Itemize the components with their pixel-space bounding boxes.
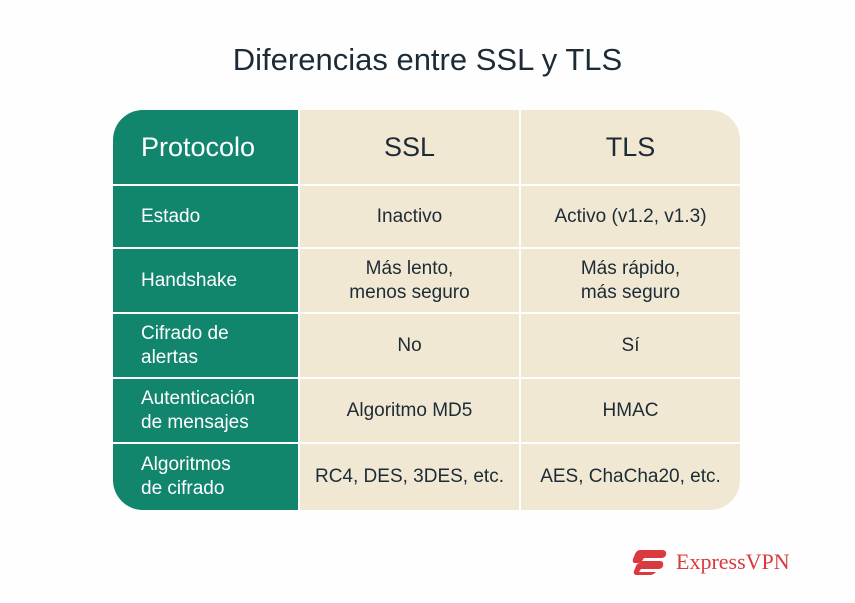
ssl-cell: Algoritmo MD5 <box>300 379 519 442</box>
expressvpn-logo: ExpressVPN <box>632 548 790 576</box>
ssl-cell: Más lento, menos seguro <box>300 249 519 312</box>
ssl-cell: Inactivo <box>300 186 519 247</box>
header-protocol: Protocolo <box>113 110 298 184</box>
row-label: Algoritmos de cifrado <box>113 444 298 510</box>
ssl-cell: RC4, DES, 3DES, etc. <box>300 444 519 510</box>
header-tls: TLS <box>521 110 740 184</box>
page-title: Diferencias entre SSL y TLS <box>232 42 623 77</box>
logo-text: ExpressVPN <box>676 549 790 574</box>
comparison-table: Protocolo SSL TLS Estado Inactivo Activo… <box>113 110 740 510</box>
tls-cell: AES, ChaCha20, etc. <box>521 444 740 510</box>
ssl-cell: No <box>300 314 519 377</box>
header-ssl: SSL <box>300 110 519 184</box>
tls-cell: Más rápido, más seguro <box>521 249 740 312</box>
row-label: Autenticación de mensajes <box>113 379 298 442</box>
tls-cell: Activo (v1.2, v1.3) <box>521 186 740 247</box>
expressvpn-logo-icon <box>632 550 667 575</box>
row-label: Cifrado de alertas <box>113 314 298 377</box>
row-label: Estado <box>113 186 298 247</box>
row-label: Handshake <box>113 249 298 312</box>
tls-cell: HMAC <box>521 379 740 442</box>
tls-cell: Sí <box>521 314 740 377</box>
